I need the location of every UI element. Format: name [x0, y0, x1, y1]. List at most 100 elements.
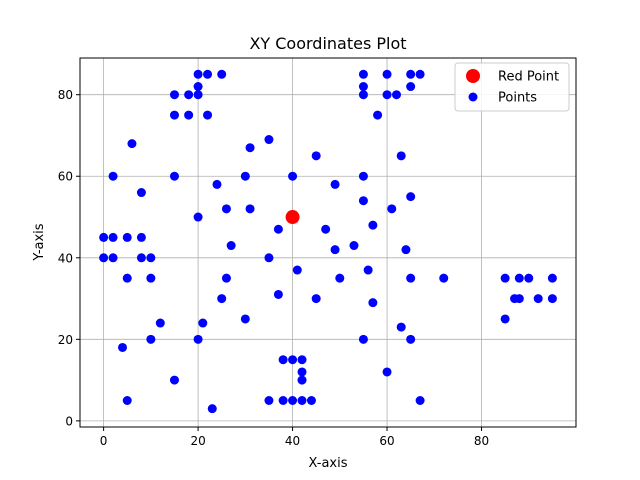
data-point [363, 265, 373, 275]
x-axis-label: X-axis [309, 456, 348, 471]
x-tick-label: 80 [474, 434, 489, 448]
data-point [108, 253, 118, 263]
y-tick-label: 20 [58, 333, 73, 347]
data-point [396, 151, 406, 161]
data-point [330, 179, 340, 189]
data-point [358, 82, 368, 92]
data-point [358, 69, 368, 79]
data-point [169, 90, 179, 100]
data-point [311, 294, 321, 304]
data-point [146, 334, 156, 344]
data-point [391, 90, 401, 100]
data-point [217, 69, 227, 79]
data-point [382, 69, 392, 79]
data-point [193, 212, 203, 222]
data-point [264, 395, 274, 405]
data-point [273, 224, 283, 234]
data-point [245, 204, 255, 214]
x-tick-label: 0 [100, 434, 108, 448]
data-point [288, 355, 298, 365]
data-point [217, 294, 227, 304]
data-point [306, 395, 316, 405]
data-point [118, 342, 128, 352]
data-point [415, 395, 425, 405]
y-tick-label: 0 [65, 414, 73, 428]
data-point [127, 139, 137, 149]
legend-label-points: Points [498, 91, 537, 106]
data-point [297, 367, 307, 377]
data-point [297, 395, 307, 405]
data-point [193, 69, 203, 79]
data-point [122, 232, 132, 242]
data-point [221, 204, 231, 214]
data-point [358, 90, 368, 100]
data-point [240, 171, 250, 181]
data-point [368, 220, 378, 230]
data-point [321, 224, 331, 234]
data-point [99, 253, 109, 263]
data-point [439, 273, 449, 283]
data-point [297, 355, 307, 365]
data-point [330, 245, 340, 255]
data-point [203, 110, 213, 120]
data-point [122, 395, 132, 405]
data-point [292, 265, 302, 275]
data-point [373, 110, 383, 120]
data-point [406, 82, 416, 92]
data-point [198, 318, 208, 328]
data-point [547, 294, 557, 304]
data-point [406, 192, 416, 202]
data-point [358, 171, 368, 181]
data-point [396, 322, 406, 332]
data-point [169, 375, 179, 385]
data-point [136, 188, 146, 198]
data-point [382, 90, 392, 100]
data-point [406, 334, 416, 344]
y-tick-label: 40 [58, 251, 73, 265]
data-point [335, 273, 345, 283]
data-point [136, 232, 146, 242]
data-point [264, 253, 274, 263]
data-points [99, 69, 557, 414]
data-point [193, 334, 203, 344]
data-point [288, 395, 298, 405]
legend-marker-red-point [466, 69, 480, 83]
data-point [146, 273, 156, 283]
data-point [193, 90, 203, 100]
data-point [514, 294, 524, 304]
chart-title: XY Coordinates Plot [249, 34, 406, 53]
data-point [288, 171, 298, 181]
data-point [108, 171, 118, 181]
data-point [415, 69, 425, 79]
data-point [240, 314, 250, 324]
data-point [382, 367, 392, 377]
data-point [203, 69, 213, 79]
data-point [99, 232, 109, 242]
plot-frame [79, 57, 577, 428]
data-point [264, 135, 274, 145]
data-point [221, 273, 231, 283]
data-point [184, 90, 194, 100]
data-point [155, 318, 165, 328]
data-point [500, 273, 510, 283]
data-point [108, 232, 118, 242]
data-point [533, 294, 543, 304]
data-point [358, 334, 368, 344]
y-tick-label: 80 [58, 88, 73, 102]
axis-ticks: 0 20 40 60 80 0 20 40 60 80 [58, 88, 489, 448]
legend-marker-points [468, 92, 478, 102]
data-point [547, 273, 557, 283]
x-tick-label: 60 [379, 434, 394, 448]
data-point [358, 196, 368, 206]
data-point [212, 179, 222, 189]
data-point [226, 241, 236, 251]
data-point [136, 253, 146, 263]
data-point [406, 69, 416, 79]
legend-label-red-point: Red Point [498, 70, 559, 85]
data-point [368, 298, 378, 308]
data-point [278, 395, 288, 405]
legend: Red Point Points [454, 62, 570, 112]
data-point [169, 171, 179, 181]
red-point [285, 210, 300, 225]
data-point [406, 273, 416, 283]
